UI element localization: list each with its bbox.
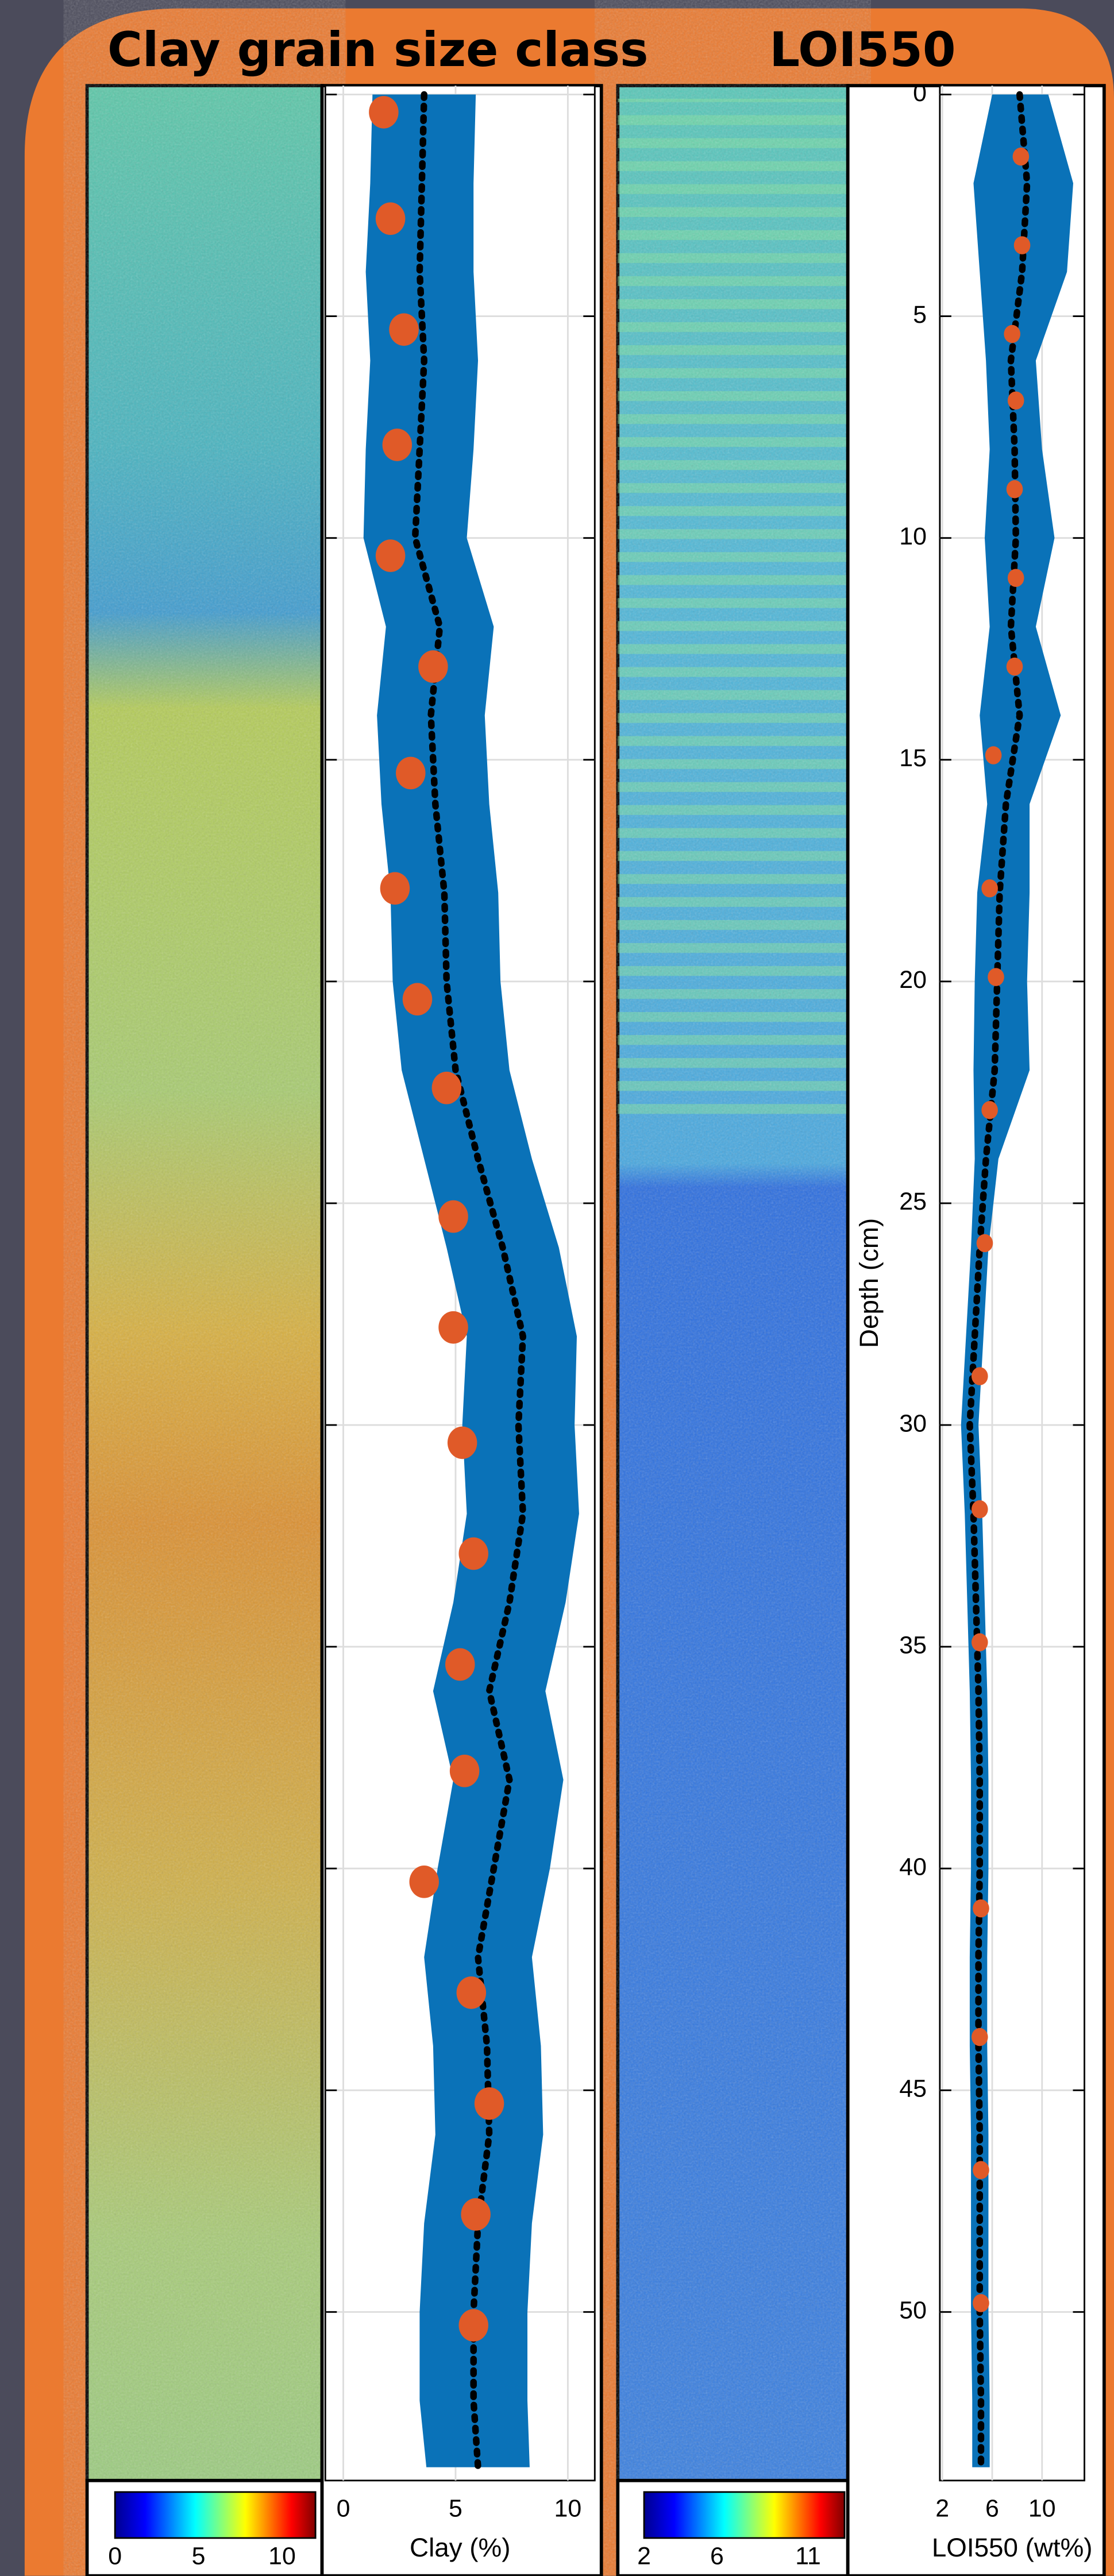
colorbar bbox=[643, 2491, 846, 2539]
sample-point bbox=[438, 1200, 468, 1233]
colorbar-tick-label: 11 bbox=[795, 2543, 821, 2570]
chart-title: LOI550 bbox=[769, 22, 955, 78]
sample-point bbox=[449, 1754, 480, 1787]
sample-point bbox=[396, 756, 426, 790]
y-tick-label: 30 bbox=[899, 1409, 927, 1437]
colorbar-tick-label: 0 bbox=[108, 2543, 122, 2570]
y-tick-label: 45 bbox=[899, 2075, 927, 2103]
x-axis-label: LOI550 (wt%) bbox=[932, 2533, 1093, 2562]
y-tick-label: 50 bbox=[899, 2297, 927, 2324]
x-tick-label: 10 bbox=[554, 2495, 582, 2523]
x-tick-label: 10 bbox=[1028, 2495, 1056, 2523]
sample-point bbox=[461, 2198, 491, 2231]
chart-title: Clay grain size class bbox=[107, 22, 649, 78]
sample-point bbox=[431, 1071, 462, 1104]
sample-point bbox=[973, 2161, 989, 2179]
y-tick-label: 5 bbox=[913, 301, 927, 329]
sample-point bbox=[402, 983, 433, 1016]
sample-point bbox=[1013, 236, 1031, 254]
sample-point bbox=[1006, 480, 1023, 499]
colorbar-tick-label: 2 bbox=[637, 2543, 651, 2570]
sample-point bbox=[973, 2294, 989, 2312]
sample-point bbox=[1007, 569, 1024, 587]
x-tick-label: 5 bbox=[449, 2495, 462, 2523]
sample-point bbox=[456, 1976, 487, 2009]
colorbar-tick-label: 10 bbox=[268, 2543, 296, 2570]
sample-point bbox=[375, 539, 406, 572]
sample-point bbox=[971, 2027, 988, 2046]
y-tick-label: 15 bbox=[899, 744, 927, 772]
sample-point bbox=[988, 968, 1004, 986]
sample-point bbox=[981, 1101, 998, 1119]
y-tick-label: 10 bbox=[899, 523, 927, 550]
image-texture bbox=[618, 86, 848, 2481]
sample-point bbox=[971, 1500, 988, 1519]
sample-point bbox=[981, 879, 998, 898]
sample-point bbox=[458, 2309, 488, 2342]
sample-point bbox=[369, 96, 399, 129]
y-tick-label: 25 bbox=[899, 1188, 927, 1215]
sample-point bbox=[971, 1633, 988, 1652]
y-tick-label: 20 bbox=[899, 966, 927, 994]
uncertainty-band bbox=[363, 94, 579, 2467]
sample-point bbox=[375, 202, 406, 235]
image-texture bbox=[87, 86, 322, 2481]
y-axis-label: Depth (cm) bbox=[854, 1218, 884, 1348]
x-tick-label: 2 bbox=[935, 2495, 949, 2523]
colorbar-tick-label: 5 bbox=[192, 2543, 206, 2570]
sample-point bbox=[985, 746, 1002, 764]
x-tick-label: 0 bbox=[337, 2495, 350, 2523]
sample-point bbox=[976, 1234, 993, 1253]
sample-point bbox=[418, 650, 448, 683]
y-tick-label: 35 bbox=[899, 1631, 927, 1659]
sample-point bbox=[438, 1311, 468, 1344]
sample-point bbox=[1012, 147, 1030, 166]
uncertainty-band bbox=[961, 94, 1073, 2467]
sample-point bbox=[1006, 657, 1023, 676]
sample-point bbox=[445, 1648, 475, 1681]
sample-point bbox=[1007, 391, 1024, 410]
sample-point bbox=[382, 428, 413, 461]
sample-point bbox=[474, 2087, 504, 2120]
colorbar bbox=[114, 2491, 317, 2539]
colorbar-tick-label: 6 bbox=[710, 2543, 724, 2570]
sample-point bbox=[971, 1367, 988, 1385]
sample-point bbox=[1004, 325, 1020, 343]
sample-point bbox=[409, 1866, 439, 1898]
sample-point bbox=[389, 313, 419, 346]
sample-point bbox=[447, 1426, 477, 1459]
sample-point bbox=[458, 1537, 488, 1570]
x-tick-label: 6 bbox=[985, 2495, 999, 2523]
sample-point bbox=[973, 1899, 989, 1918]
x-axis-label: Clay (%) bbox=[410, 2533, 510, 2562]
sample-point bbox=[380, 872, 410, 905]
y-tick-label: 0 bbox=[913, 79, 927, 107]
y-tick-label: 40 bbox=[899, 1853, 927, 1881]
